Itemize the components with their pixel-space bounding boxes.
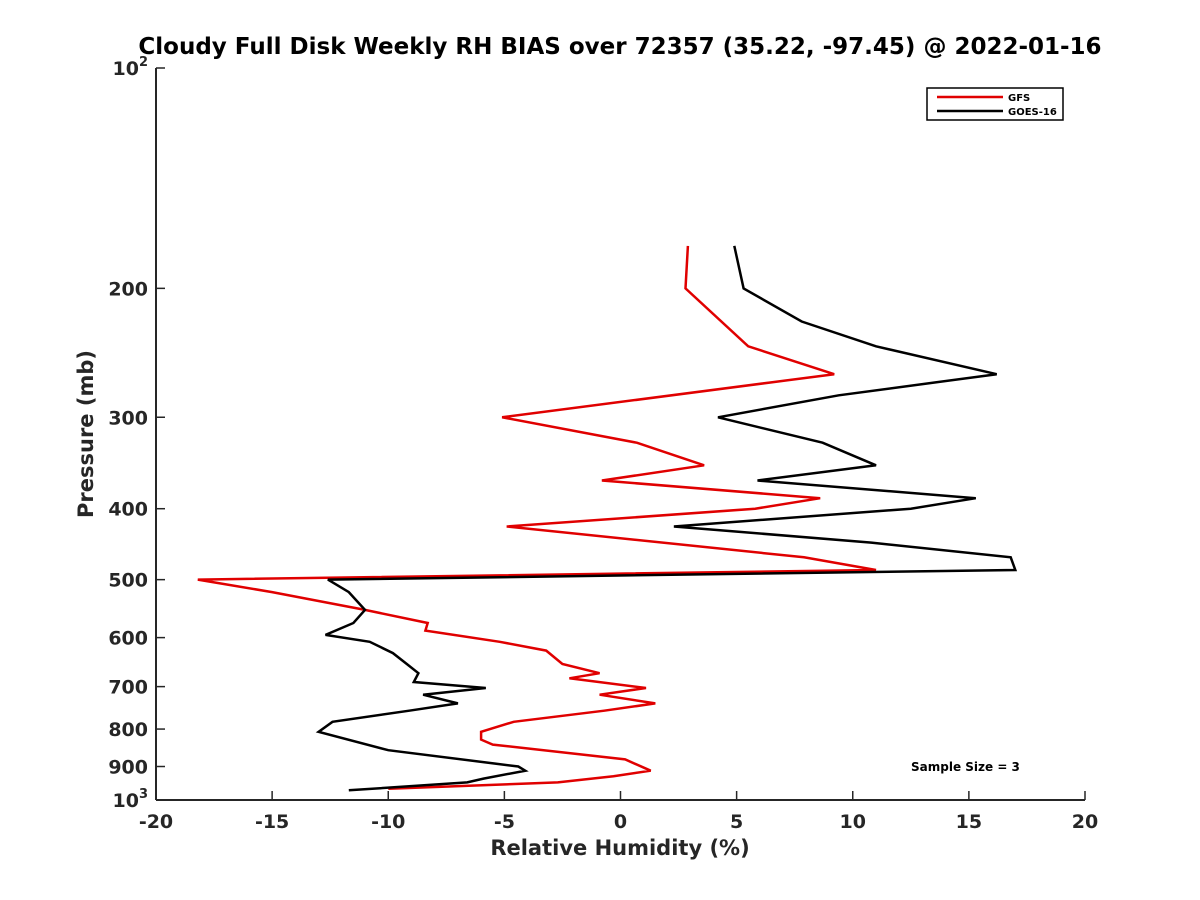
legend-gfs-label: GFS	[1008, 93, 1030, 104]
legend-box	[926, 87, 1064, 121]
series-line-goes16	[315, 245, 1018, 792]
y-tick-label: 103	[113, 787, 149, 812]
y-axis-label: Pressure (mb)	[74, 350, 98, 518]
y-tick-label: 600	[108, 628, 148, 650]
y-tick-label: 500	[108, 570, 148, 592]
x-tick-label: 15	[956, 811, 982, 833]
legend-goes16-label: GOES-16	[1008, 107, 1057, 118]
x-tick-label: 10	[840, 811, 866, 833]
plot-area	[156, 68, 1085, 800]
y-tick-label: 900	[108, 757, 148, 779]
x-ticks: -20 -15 -10 -5 0 5 10 15 20	[139, 791, 1098, 833]
y-tick-label: 800	[108, 719, 148, 741]
y-tick-label: 400	[108, 499, 148, 521]
y-tick-label: 700	[108, 677, 148, 699]
chart-title: Cloudy Full Disk Weekly RH BIAS over 723…	[138, 34, 1101, 60]
x-tick-label: 0	[614, 811, 627, 833]
sample-size-annotation: Sample Size = 3	[911, 760, 1020, 774]
x-tick-label: 5	[730, 811, 743, 833]
y-tick-label: 300	[108, 407, 148, 429]
x-tick-label: -10	[371, 811, 405, 833]
x-tick-label: -20	[139, 811, 173, 833]
legend: GFS GOES-16	[926, 87, 1064, 121]
x-tick-label: -5	[494, 811, 515, 833]
y-tick-label: 102	[113, 55, 149, 80]
y-tick-label: 200	[108, 278, 148, 300]
series-line-gfs	[197, 245, 877, 790]
x-tick-label: -15	[255, 811, 289, 833]
series-layer	[197, 245, 1018, 792]
y-ticks: 102 200 300 400 500 600 700 800 900 103	[108, 55, 165, 812]
x-axis-label: Relative Humidity (%)	[490, 836, 749, 860]
x-tick-label: 20	[1072, 811, 1098, 833]
